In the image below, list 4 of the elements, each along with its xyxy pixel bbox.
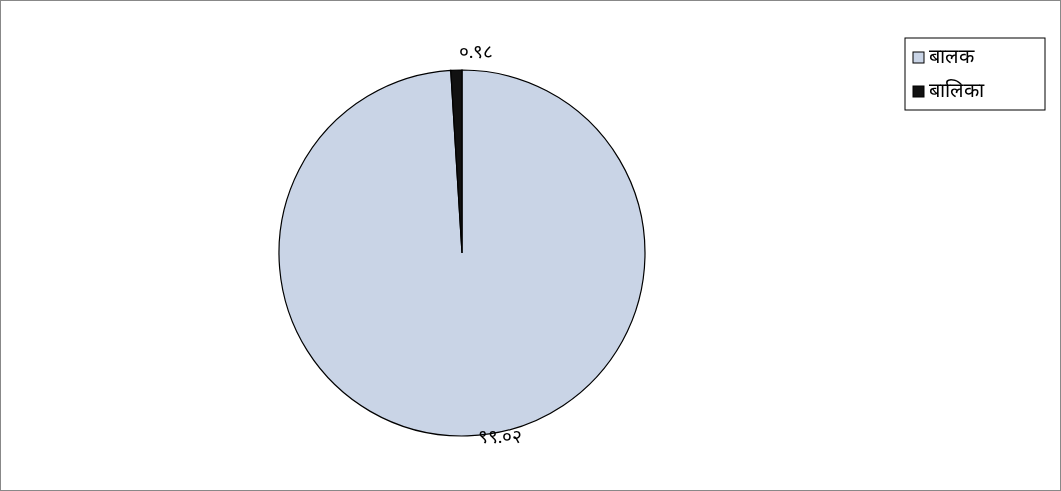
data-label: ०.९८ [458,41,494,63]
legend-label: बालक [929,44,975,67]
legend-label: बालिका [929,78,985,101]
data-label: ९९.०२ [477,426,523,448]
